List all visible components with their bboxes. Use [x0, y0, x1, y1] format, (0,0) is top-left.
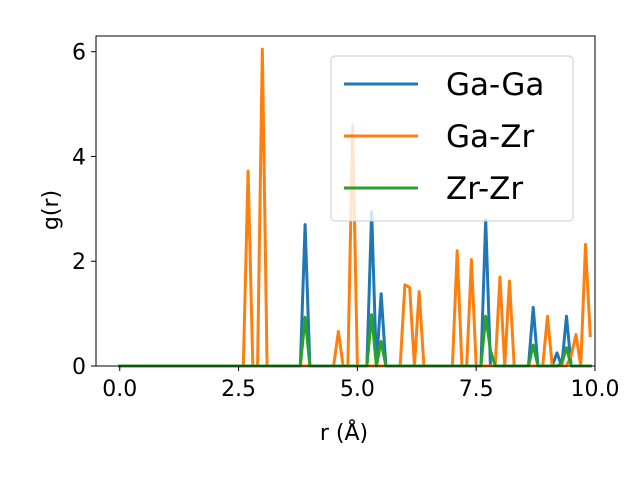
y-tick-label: 0: [72, 355, 86, 380]
y-axis-label: g(r): [39, 190, 64, 230]
x-tick-label: 2.5: [221, 377, 256, 402]
y-tick-label: 6: [72, 41, 86, 66]
legend-box: [330, 55, 574, 222]
plot-frame: [95, 35, 596, 367]
x-tick-label: 0.0: [102, 377, 137, 402]
legend: Ga-Ga Ga-Zr Zr-Zr: [330, 55, 574, 222]
x-tick-label: 7.5: [459, 377, 494, 402]
legend-label-1: Ga-Zr: [446, 119, 534, 155]
ticks-layer: 0.0 2.5 5.0 7.5 10.0 0 2 4 6: [72, 41, 619, 402]
x-tick-label: 5.0: [340, 377, 375, 402]
axes-frame: [95, 35, 596, 367]
legend-label-0: Ga-Ga: [446, 67, 544, 103]
y-tick-label: 2: [72, 250, 86, 275]
y-tick-label: 4: [72, 145, 86, 170]
legend-label-2: Zr-Zr: [446, 171, 523, 207]
series-line-2: [118, 313, 592, 368]
x-axis-label: r (Å): [320, 419, 368, 446]
x-tick-label: 10.0: [571, 377, 620, 402]
